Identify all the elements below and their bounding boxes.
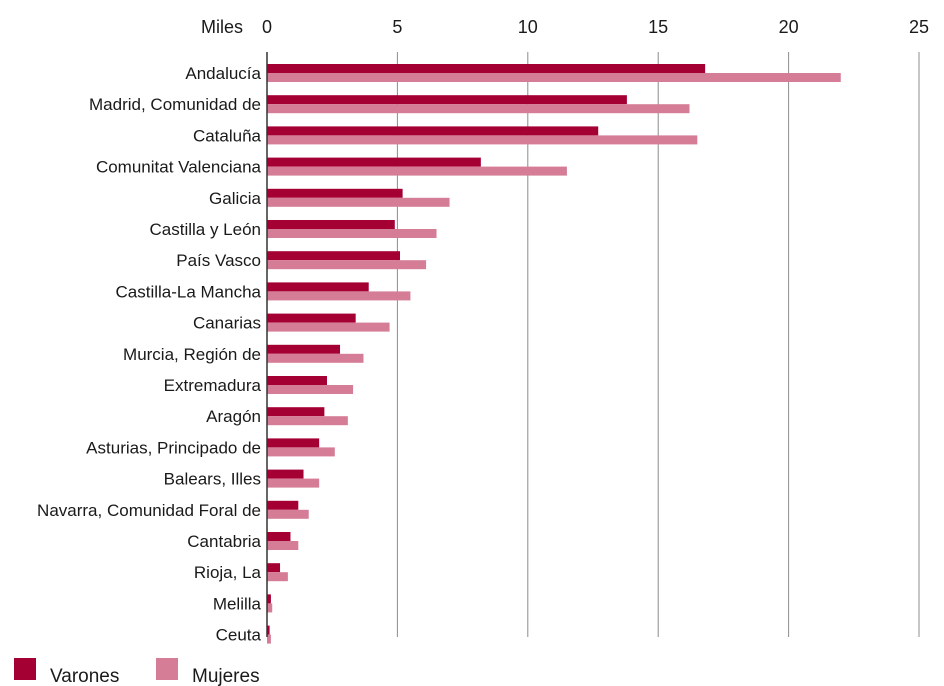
category-label: Rioja, La [194, 563, 262, 582]
legend-swatch [156, 658, 178, 680]
x-tick-label: 5 [392, 17, 402, 37]
bar-mujeres [267, 73, 841, 82]
category-label: Navarra, Comunidad Foral de [37, 501, 261, 520]
bar-mujeres [267, 541, 299, 550]
bar-varones [267, 64, 706, 73]
category-label: País Vasco [176, 251, 261, 270]
bar-mujeres [267, 260, 427, 270]
bar-varones [267, 438, 320, 448]
bar-mujeres [267, 447, 335, 457]
bar-varones [267, 407, 325, 417]
bar-mujeres [267, 634, 271, 644]
bar-mujeres [267, 572, 288, 582]
bar-mujeres [267, 385, 354, 394]
bar-varones [267, 95, 627, 105]
category-label: Canarias [193, 314, 261, 333]
bar-varones [267, 282, 369, 292]
category-label: Cataluña [193, 126, 262, 145]
bar-mujeres [267, 322, 390, 332]
bar-varones [267, 376, 327, 385]
x-tick-label: 25 [909, 17, 929, 37]
category-label: Extremadura [164, 376, 262, 395]
category-label: Melilla [213, 594, 262, 613]
bar-mujeres [267, 509, 309, 519]
bar-varones [267, 313, 356, 323]
bar-varones [267, 563, 281, 573]
bar-varones [267, 594, 271, 604]
bars [267, 64, 841, 644]
bar-varones [267, 344, 341, 354]
bar-varones [267, 469, 304, 479]
category-label: Andalucía [185, 64, 261, 83]
bar-mujeres [267, 478, 320, 488]
category-labels: Andalucía Madrid, Comunidad de Cataluña Com… [37, 64, 261, 645]
category-label: Galicia [209, 189, 262, 208]
bar-mujeres [267, 104, 690, 114]
bar-varones [267, 251, 401, 261]
bar-mujeres [267, 229, 437, 238]
bar-mujeres [267, 135, 698, 145]
bar-mujeres [267, 291, 411, 301]
category-label: Asturias, Principado de [86, 438, 261, 457]
bar-mujeres [267, 353, 364, 363]
axis-unit-label: Miles [201, 17, 243, 37]
category-label: Comunitat Valenciana [96, 158, 262, 177]
category-label: Castilla-La Mancha [115, 282, 261, 301]
legend: Varones Mujeres [14, 658, 260, 686]
bar-varones [267, 126, 599, 136]
gridlines [396, 52, 920, 637]
bar-mujeres [267, 197, 450, 207]
category-label: Castilla y León [149, 220, 261, 239]
bar-varones [267, 532, 291, 541]
x-tick-label: 10 [518, 17, 538, 37]
bar-varones [267, 220, 395, 229]
bar-varones [267, 500, 299, 510]
bar-mujeres [267, 603, 273, 613]
category-label: Madrid, Comunidad de [89, 95, 261, 114]
category-label: Cantabria [187, 532, 261, 551]
bar-varones [267, 157, 481, 167]
category-label: Aragón [206, 407, 261, 426]
x-tick-labels: 0 5 10 15 20 25 [262, 17, 929, 37]
category-label: Murcia, Región de [123, 345, 261, 364]
bar-mujeres [267, 166, 567, 176]
bar-mujeres [267, 416, 348, 426]
x-tick-label: 0 [262, 17, 272, 37]
legend-label: Mujeres [192, 666, 260, 686]
x-tick-label: 20 [779, 17, 799, 37]
legend-swatch [14, 658, 36, 680]
x-tick-label: 15 [648, 17, 668, 37]
bar-varones [267, 188, 403, 198]
category-label: Ceuta [216, 626, 262, 645]
legend-label: Varones [50, 666, 119, 686]
bar-varones [267, 625, 270, 635]
category-label: Balears, Illes [164, 470, 261, 489]
